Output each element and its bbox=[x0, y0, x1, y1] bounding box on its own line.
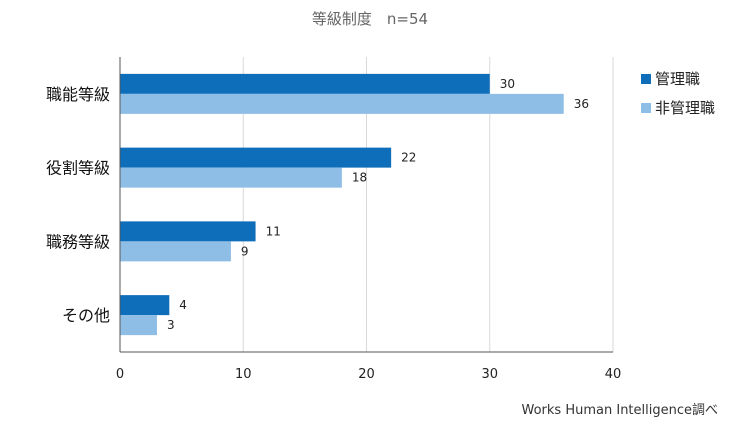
data-label: 9 bbox=[241, 244, 249, 258]
legend-label: 管理職 bbox=[655, 70, 700, 88]
legend-swatch bbox=[641, 74, 651, 84]
data-label: 22 bbox=[401, 151, 416, 165]
bar-series2 bbox=[120, 93, 564, 114]
category-label: 職務等級 bbox=[46, 232, 110, 251]
x-tick-label: 20 bbox=[358, 367, 375, 382]
category-label: その他 bbox=[62, 306, 110, 325]
bars: 30 36 22 18 11 9 43 bbox=[120, 73, 589, 336]
bar-series2 bbox=[120, 315, 157, 336]
data-label: 36 bbox=[574, 97, 589, 111]
legend-swatch bbox=[641, 103, 651, 113]
bar-series2 bbox=[120, 241, 231, 262]
x-tick-label: 40 bbox=[605, 367, 622, 382]
x-tick-label: 0 bbox=[116, 367, 124, 382]
source-note: Works Human Intelligence調べ bbox=[522, 403, 718, 418]
category-label: 職能等級 bbox=[46, 85, 110, 104]
x-tick-label: 30 bbox=[481, 367, 498, 382]
data-label: 11 bbox=[266, 224, 281, 238]
legend-label: 非管理職 bbox=[655, 99, 715, 117]
bar-series1 bbox=[120, 295, 170, 316]
data-label: 18 bbox=[352, 171, 367, 185]
data-label: 30 bbox=[500, 77, 515, 91]
data-label: 3 bbox=[167, 318, 175, 332]
category-label: 役割等級 bbox=[46, 159, 110, 178]
bar-series1 bbox=[120, 147, 392, 168]
chart-title: 等級制度 n=54 bbox=[312, 10, 428, 28]
bar-series2 bbox=[120, 167, 342, 188]
x-tick-label: 10 bbox=[235, 367, 252, 382]
bar-series1 bbox=[120, 73, 490, 94]
data-label: 4 bbox=[179, 298, 187, 312]
bar-series1 bbox=[120, 221, 256, 242]
